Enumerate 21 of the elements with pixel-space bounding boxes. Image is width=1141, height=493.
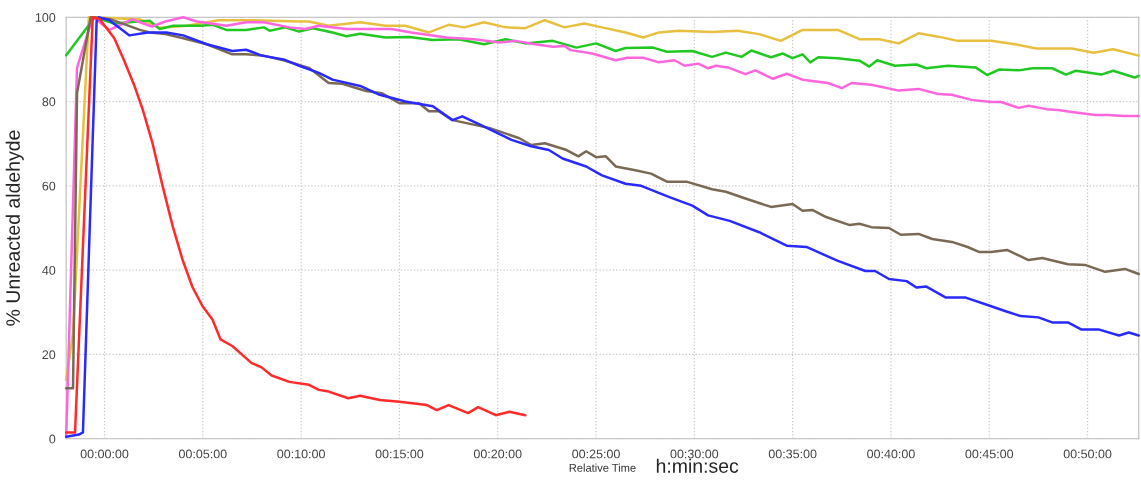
x-tick-label: 00:00:00 xyxy=(80,449,129,459)
text: h:min:sec xyxy=(656,458,739,473)
line-series xyxy=(64,16,527,434)
x-tick-label: 00:30:00 xyxy=(670,449,719,459)
y-tick-label: 0 xyxy=(49,434,56,444)
x-tick-label: 00:40:00 xyxy=(867,449,915,459)
x-tick-label: 00:45:00 xyxy=(965,449,1014,459)
x-tick-label: 00:15:00 xyxy=(375,449,424,459)
y-tick-label: 60 xyxy=(42,181,56,191)
x-tick-label: 00:25:00 xyxy=(572,449,620,459)
x-axis-title: Relative Time xyxy=(569,463,636,472)
x-tick-label: 00:35:00 xyxy=(768,449,817,459)
y-tick-label: 40 xyxy=(42,265,56,275)
y-tick-label: 20 xyxy=(42,350,56,360)
y-tick-label: 80 xyxy=(42,97,56,107)
x-tick-label: 00:05:00 xyxy=(178,449,227,459)
y-axis-title: % Unreacted aldehyde xyxy=(5,130,24,326)
x-tick-label: 00:20:00 xyxy=(473,449,522,459)
x-tick-label: 00:50:00 xyxy=(1063,449,1112,459)
x-tick-label: 00:10:00 xyxy=(277,449,325,459)
y-tick-label: 100 xyxy=(35,13,56,22)
